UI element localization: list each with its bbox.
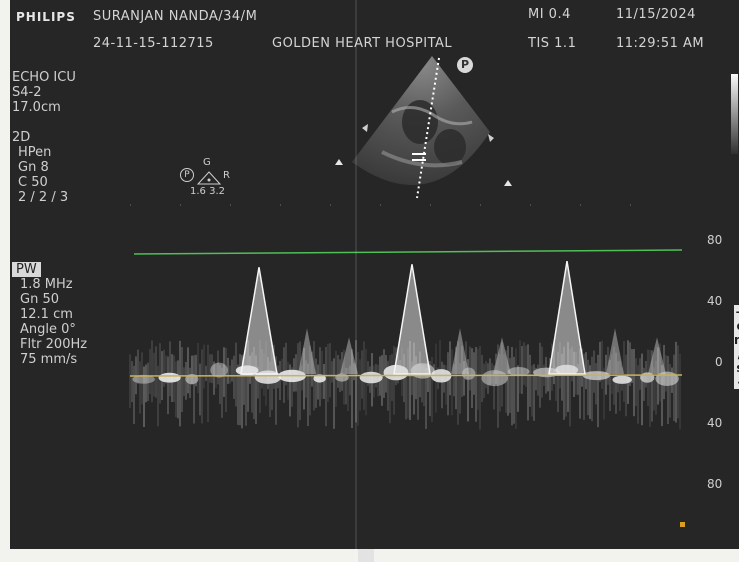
scale-tick-0: 0 <box>715 355 723 369</box>
doppler-settings-panel: PW 1.8 MHz Gn 50 12.1 cm Angle 0° Fltr 2… <box>12 262 87 367</box>
patient-info: SURANJAN NANDA/34/M <box>93 9 258 24</box>
sweep-speed-label: 75 mm/s <box>20 352 78 367</box>
orientation-g-label: G <box>203 157 211 168</box>
gate-depth-label: 12.1 cm <box>20 307 73 322</box>
echo-sector-image <box>335 56 512 199</box>
unit-char-m: m <box>734 333 739 347</box>
p-orientation-icon: P <box>180 168 194 182</box>
doppler-secondary-peak <box>340 337 358 374</box>
brand-logo: PHILIPS <box>16 10 76 24</box>
triangle-marker-icon <box>196 171 222 185</box>
p-badge-icon: P <box>457 57 473 73</box>
unit-char-c: c <box>734 319 739 333</box>
grayscale-bar <box>731 74 738 154</box>
ultrasound-screen: PHILIPS SURANJAN NANDA/34/M 24-11-15-112… <box>10 0 739 549</box>
frequency-label: 1.8 MHz <box>20 277 73 292</box>
imaging-settings-panel: ECHO ICU S4-2 17.0cm 2D HPen Gn 8 C 50 2… <box>12 70 76 205</box>
zero-baseline <box>129 374 683 377</box>
velocity-marker-line <box>133 249 683 255</box>
depth-label: 17.0cm <box>12 100 61 115</box>
persist-label: 2 / 2 / 3 <box>18 190 69 205</box>
time-ruler <box>130 204 680 206</box>
unit-char-plus: + <box>734 305 739 319</box>
angle-label: Angle 0° <box>20 322 76 337</box>
scale-tick-80: 80 <box>707 233 723 247</box>
scale-tick-minus40: 40 <box>707 416 723 430</box>
probe-label: S4-2 <box>12 85 42 100</box>
gain-2d-label: Gn 8 <box>18 160 49 175</box>
doppler-secondary-peak <box>648 337 666 374</box>
filter-label: Fltr 200Hz <box>20 337 88 352</box>
mode-2d-label: 2D <box>12 130 31 145</box>
harmonic-label: HPen <box>18 145 52 160</box>
compress-label: C 50 <box>18 175 48 190</box>
doppler-secondary-peak <box>451 328 469 374</box>
doppler-peak <box>393 264 431 375</box>
doppler-secondary-peak <box>493 337 511 374</box>
doppler-secondary-peak <box>606 328 624 374</box>
spectral-noise <box>129 340 681 430</box>
pw-mode-label: PW <box>12 262 41 277</box>
unit-char-s: s <box>734 361 739 375</box>
unit-char-slash: / <box>734 347 739 361</box>
orientation-values: 1.6 3.2 <box>190 186 225 197</box>
unit-char-minus: - <box>734 375 739 389</box>
doppler-secondary-peak <box>298 328 316 374</box>
paper-fold <box>358 549 374 562</box>
gain-doppler-label: Gn 50 <box>20 292 59 307</box>
scale-tick-minus80: 80 <box>707 477 723 491</box>
mi-index: MI 0.4 <box>528 7 571 22</box>
preset-label: ECHO ICU <box>12 70 76 85</box>
study-id: 24-11-15-112715 <box>93 36 214 51</box>
orientation-r-label: R <box>223 170 230 181</box>
paper-crease <box>355 0 357 562</box>
panel-spacer <box>12 115 76 130</box>
doppler-spectrum <box>129 249 683 430</box>
hospital-name: GOLDEN HEART HOSPITAL <box>272 36 453 51</box>
tis-index: TIS 1.1 <box>528 36 577 51</box>
frame-marker-icon <box>680 522 685 527</box>
study-time: 11:29:51 AM <box>616 36 705 51</box>
doppler-peak <box>548 261 586 375</box>
doppler-peak <box>240 267 278 375</box>
scale-tick-40: 40 <box>707 294 723 308</box>
study-date: 11/15/2024 <box>616 7 696 22</box>
